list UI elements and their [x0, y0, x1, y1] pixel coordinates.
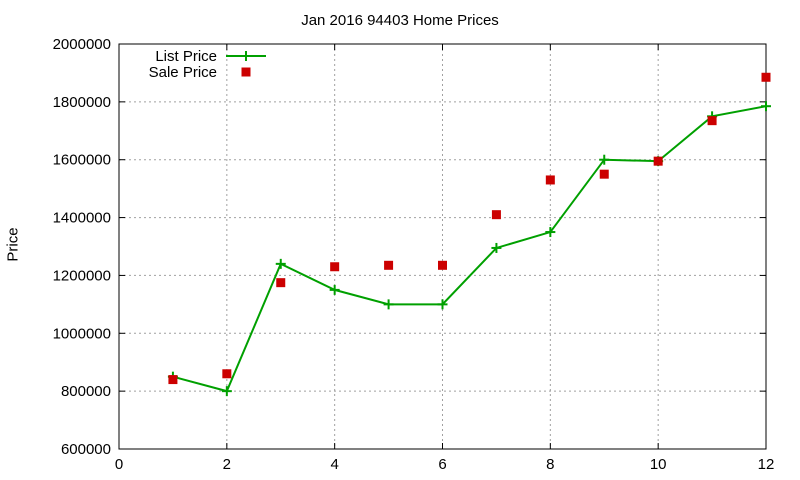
x-tick-label: 10 — [650, 456, 667, 473]
x-tick-label: 4 — [330, 456, 338, 473]
square-marker — [491, 210, 501, 220]
square-marker — [653, 156, 663, 166]
y-tick-label: 800000 — [61, 383, 111, 400]
square-marker — [168, 375, 178, 385]
square-marker — [438, 260, 447, 270]
square-marker — [222, 369, 232, 379]
legend-square-swatch — [241, 67, 251, 77]
legend-label: Sale Price — [149, 64, 217, 81]
list-price-line — [172, 105, 767, 393]
data-series — [167, 72, 771, 397]
y-tick-label: 2000000 — [53, 36, 111, 53]
square-marker — [330, 262, 340, 272]
y-tick-label: 1600000 — [53, 152, 111, 169]
x-tick-label: 6 — [438, 456, 446, 473]
x-tick-label: 0 — [115, 456, 123, 473]
x-tick-label: 12 — [758, 456, 775, 473]
y-tick-label: 600000 — [61, 441, 111, 458]
y-tick-label: 1400000 — [53, 210, 111, 227]
axis-ticks: 0 2 4 6 8 10 12 600000 800000 1000000 1200000 14000… — [53, 36, 775, 473]
square-marker — [276, 278, 286, 288]
square-marker — [599, 169, 609, 179]
square-marker — [545, 175, 555, 185]
y-tick-label: 1200000 — [53, 267, 111, 284]
square-marker — [384, 260, 394, 270]
x-tick-label: 2 — [223, 456, 231, 473]
square-marker — [761, 72, 771, 82]
square-marker — [707, 116, 717, 126]
legend-label: List Price — [155, 48, 217, 65]
y-tick-label: 1000000 — [53, 325, 111, 342]
chart-title: Jan 2016 94403 Home Prices — [301, 12, 499, 29]
x-tick-label: 8 — [546, 456, 554, 473]
y-tick-label: 1800000 — [53, 94, 111, 111]
